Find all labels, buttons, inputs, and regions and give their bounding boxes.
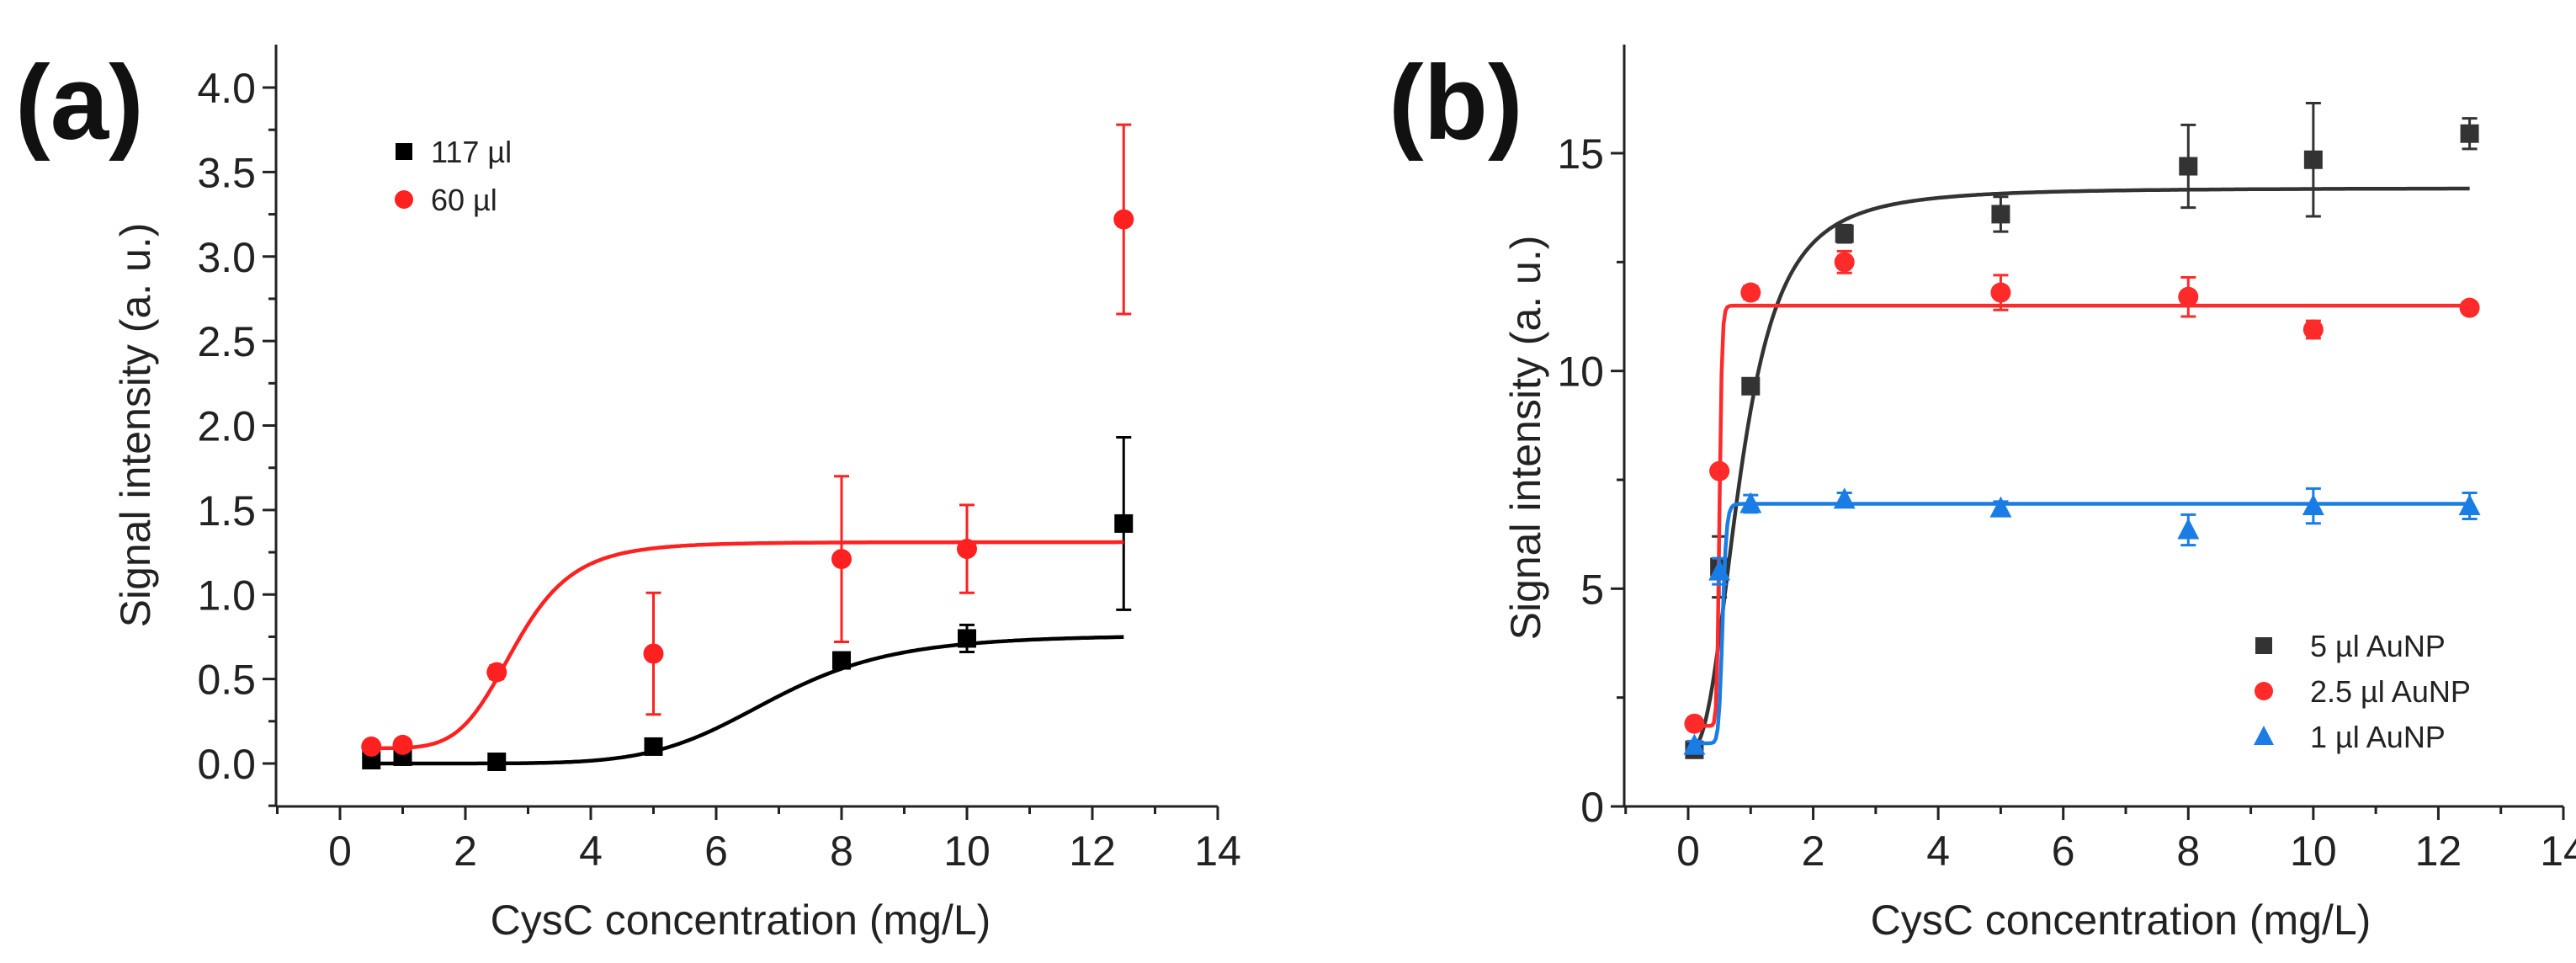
series-1-l-aunp bbox=[1683, 487, 2481, 755]
data-point bbox=[392, 734, 413, 755]
x-tick-label: 6 bbox=[704, 827, 728, 875]
y-tick-label: 1.0 bbox=[197, 572, 256, 619]
fit-curve bbox=[1694, 502, 2470, 746]
data-point bbox=[2460, 124, 2479, 143]
data-point bbox=[1834, 252, 1855, 273]
x-tick-label: 8 bbox=[830, 827, 853, 875]
panel-b: (b) CysC concentration (mg/L) Signal int… bbox=[1389, 45, 2576, 944]
y-tick-label: 1.5 bbox=[197, 487, 256, 535]
y-tick-label: 5 bbox=[1580, 566, 1604, 613]
panel-label-b: (b) bbox=[1389, 45, 1523, 162]
data-point bbox=[1113, 209, 1134, 230]
data-point bbox=[2302, 319, 2324, 340]
series-5-l-aunp bbox=[1685, 102, 2479, 759]
y-tick-label: 3.0 bbox=[197, 234, 256, 281]
x-tick-label: 2 bbox=[1802, 827, 1825, 875]
data-point bbox=[957, 539, 977, 560]
x-tick-label: 0 bbox=[1676, 827, 1700, 875]
data-point bbox=[361, 736, 382, 757]
y-tick-label: 0 bbox=[1580, 784, 1604, 831]
data-point bbox=[958, 629, 976, 648]
series-117-l bbox=[362, 436, 1134, 771]
data-point bbox=[2459, 297, 2480, 318]
data-point bbox=[2303, 150, 2323, 169]
x-tick-label: 14 bbox=[2540, 827, 2576, 875]
data-point bbox=[1709, 460, 1730, 482]
y-tick-label: 0.5 bbox=[197, 657, 256, 704]
fit-curve bbox=[371, 540, 1124, 751]
data-point bbox=[643, 643, 664, 664]
x-tick-label: 0 bbox=[328, 827, 352, 875]
data-point bbox=[644, 737, 663, 756]
fit-curve bbox=[1692, 186, 2470, 749]
data-point bbox=[1739, 492, 1762, 513]
legend-marker bbox=[2255, 637, 2272, 654]
y-tick-label: 3.5 bbox=[197, 149, 256, 196]
data-point bbox=[1833, 487, 1856, 509]
x-tick-label: 8 bbox=[2176, 827, 2200, 875]
x-tick-label: 10 bbox=[943, 827, 991, 875]
y-tick-label: 2.0 bbox=[197, 403, 256, 450]
y-axis-title-a: Signal intensity (a. u.) bbox=[112, 223, 159, 628]
data-point bbox=[1835, 224, 1854, 243]
data-point bbox=[487, 752, 507, 771]
data-point bbox=[486, 662, 507, 683]
legend-label: 117 µl bbox=[431, 135, 512, 169]
y-tick-label: 15 bbox=[1557, 130, 1604, 178]
panel-a: (a) CysC concentration (mg/L) Signal int… bbox=[15, 45, 1241, 944]
legend-marker bbox=[395, 190, 413, 209]
x-tick-label: 12 bbox=[2415, 827, 2462, 875]
x-tick-label: 12 bbox=[1069, 827, 1116, 875]
x-tick-label: 4 bbox=[1926, 827, 1950, 875]
data-point bbox=[2179, 157, 2198, 176]
data-point bbox=[1740, 282, 1761, 303]
data-point bbox=[1114, 513, 1134, 533]
data-point bbox=[1684, 713, 1705, 734]
x-tick-label: 4 bbox=[579, 827, 603, 875]
data-point bbox=[831, 549, 852, 570]
panel-label-a: (a) bbox=[15, 45, 144, 162]
legend-label: 60 µl bbox=[431, 183, 497, 217]
y-axis-title-b: Signal intensity (a. u.) bbox=[1502, 236, 1549, 641]
data-point bbox=[1708, 559, 1731, 581]
data-point bbox=[832, 651, 851, 670]
legend-label: 5 µl AuNP bbox=[2310, 629, 2446, 663]
data-point bbox=[2177, 518, 2200, 540]
series-60-l bbox=[361, 123, 1134, 757]
y-tick-label: 10 bbox=[1557, 348, 1604, 396]
data-point bbox=[1683, 733, 1706, 755]
legend-label: 1 µl AuNP bbox=[2310, 720, 2446, 754]
data-point bbox=[2178, 286, 2199, 307]
x-tick-label: 14 bbox=[1194, 827, 1241, 875]
data-point bbox=[2458, 494, 2481, 516]
series-2-5-l-aunp bbox=[1684, 249, 2480, 734]
legend-label: 2.5 µl AuNP bbox=[2310, 674, 2471, 709]
y-tick-label: 2.5 bbox=[197, 318, 256, 365]
legend-marker bbox=[2255, 682, 2273, 700]
data-point bbox=[2302, 494, 2324, 516]
x-axis-title-a: CysC concentration (mg/L) bbox=[491, 896, 991, 944]
fit-curve bbox=[1694, 303, 2470, 728]
x-tick-label: 10 bbox=[2290, 827, 2337, 875]
x-tick-label: 2 bbox=[454, 827, 477, 875]
data-point bbox=[1990, 282, 2011, 303]
y-tick-label: 4.0 bbox=[197, 65, 256, 112]
legend-marker bbox=[396, 143, 412, 160]
x-tick-label: 6 bbox=[2052, 827, 2075, 875]
x-axis-title-b: CysC concentration (mg/L) bbox=[1871, 896, 2372, 944]
y-tick-label: 0.0 bbox=[197, 741, 256, 788]
legend-marker bbox=[2254, 726, 2274, 745]
data-point bbox=[1741, 376, 1761, 396]
data-point bbox=[1991, 205, 2010, 224]
data-point bbox=[1989, 496, 2012, 518]
